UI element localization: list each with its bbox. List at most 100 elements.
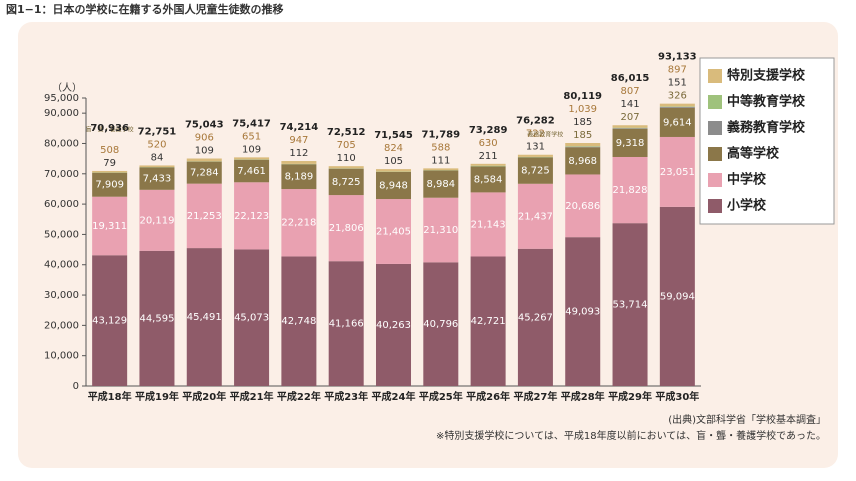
- x-tick-label: 平成20年: [182, 390, 226, 403]
- value-label: 151: [668, 78, 687, 89]
- value-label: 40,263: [376, 320, 411, 331]
- value-label: 22,218: [281, 218, 316, 229]
- total-label: 71,789: [422, 129, 461, 140]
- value-label: 42,721: [471, 316, 506, 327]
- value-label: 9,614: [663, 117, 692, 128]
- legend-swatch: [708, 69, 722, 83]
- y-tick-label: 90,000: [44, 108, 79, 119]
- value-label: 59,094: [660, 291, 695, 302]
- value-label: 326: [668, 91, 687, 102]
- annotation: 義務教育学校: [527, 131, 563, 139]
- x-tick-label: 平成21年: [230, 390, 274, 403]
- value-label: 21,405: [376, 226, 411, 237]
- legend-swatch: [708, 95, 722, 109]
- value-label: 41,166: [329, 319, 364, 330]
- total-label: 80,119: [563, 91, 602, 102]
- total-label: 73,289: [469, 125, 508, 136]
- total-label: 86,015: [611, 73, 650, 84]
- bar-segment: [660, 104, 695, 107]
- value-label: 19,311: [92, 221, 127, 232]
- total-label: 93,133: [658, 52, 697, 63]
- value-label: 8,984: [426, 179, 455, 190]
- legend-swatch: [708, 121, 722, 135]
- value-label: 141: [620, 99, 639, 110]
- bar-segment: [613, 125, 648, 127]
- legend-label: 中学校: [727, 172, 767, 188]
- total-label: 72,512: [327, 127, 366, 138]
- value-label: 44,595: [139, 313, 174, 324]
- value-label: 947: [289, 135, 308, 146]
- bar-segment: [92, 171, 127, 173]
- value-label: 8,725: [332, 177, 361, 188]
- legend-label: 高等学校: [727, 146, 780, 162]
- bar-segment: [376, 169, 411, 171]
- total-label: 71,545: [374, 130, 413, 141]
- value-label: 588: [431, 142, 450, 153]
- value-label: 40,796: [423, 319, 458, 330]
- value-label: 84: [151, 152, 164, 163]
- value-label: 8,725: [521, 166, 550, 177]
- value-label: 7,909: [95, 180, 124, 191]
- value-label: 21,806: [329, 223, 364, 234]
- bar-segment: [234, 157, 269, 159]
- x-tick-label: 平成28年: [561, 390, 605, 403]
- y-tick-label: 20,000: [44, 320, 79, 331]
- x-tick-label: 平成19年: [135, 390, 179, 403]
- value-label: 897: [668, 65, 687, 76]
- bar-segment: [329, 166, 364, 168]
- source: (出典)文部科学省「学校基本調査」: [668, 413, 826, 426]
- x-tick-label: 平成22年: [277, 390, 321, 403]
- bar-segment: [187, 159, 222, 162]
- legend-label: 小学校: [727, 198, 767, 214]
- value-label: 185: [573, 130, 592, 141]
- y-tick-label: 80,000: [44, 138, 79, 149]
- x-tick-label: 平成23年: [324, 390, 368, 403]
- total-label: 76,282: [516, 116, 555, 127]
- x-tick-label: 平成27年: [513, 390, 557, 403]
- value-label: 45,073: [234, 313, 269, 324]
- value-label: 21,437: [518, 211, 553, 222]
- value-label: 8,968: [568, 156, 597, 167]
- x-tick-label: 平成29年: [608, 390, 652, 403]
- value-label: 111: [431, 155, 450, 166]
- y-tick-label: 40,000: [44, 260, 79, 271]
- x-tick-label: 平成30年: [655, 390, 699, 403]
- value-label: 105: [384, 156, 403, 167]
- legend-label: 中等教育学校: [727, 94, 806, 110]
- value-label: 21,828: [613, 185, 648, 196]
- value-label: 520: [147, 139, 166, 150]
- bar-segment: [518, 155, 553, 157]
- value-label: 79: [103, 158, 116, 169]
- y-tick-label: 0: [73, 381, 79, 392]
- value-label: 630: [479, 138, 498, 149]
- total-label: 75,417: [232, 118, 271, 129]
- value-label: 8,584: [474, 174, 503, 185]
- bar-segment: [471, 166, 506, 167]
- bar-segment: [471, 164, 506, 166]
- value-label: 9,318: [616, 138, 645, 149]
- bar-segment: [565, 143, 600, 146]
- value-label: 207: [620, 112, 639, 123]
- bar-segment: [565, 147, 600, 148]
- bar-segment: [613, 128, 648, 129]
- value-label: 906: [195, 133, 214, 144]
- total-label: 75,043: [185, 120, 224, 131]
- legend-label: 義務教育学校: [727, 120, 806, 136]
- value-label: 45,267: [518, 312, 553, 323]
- y-tick-label: 50,000: [44, 229, 79, 240]
- value-label: 23,051: [660, 167, 695, 178]
- value-label: 20,119: [139, 215, 174, 226]
- legend-swatch: [708, 147, 722, 161]
- value-label: 807: [620, 86, 639, 97]
- value-label: 45,491: [187, 312, 222, 323]
- y-tick-label: 70,000: [44, 169, 79, 180]
- value-label: 211: [479, 151, 498, 162]
- value-label: 7,461: [237, 166, 266, 177]
- value-label: 22,123: [234, 211, 269, 222]
- y-tick-label: 60,000: [44, 199, 79, 210]
- value-label: 109: [242, 144, 261, 155]
- bar-segment: [423, 168, 458, 170]
- note: ※特別支援学校については、平成18年度以前においては、盲・聾・養護学校であった。: [436, 429, 826, 442]
- total-label: 74,214: [280, 122, 319, 133]
- value-label: 53,714: [613, 300, 648, 311]
